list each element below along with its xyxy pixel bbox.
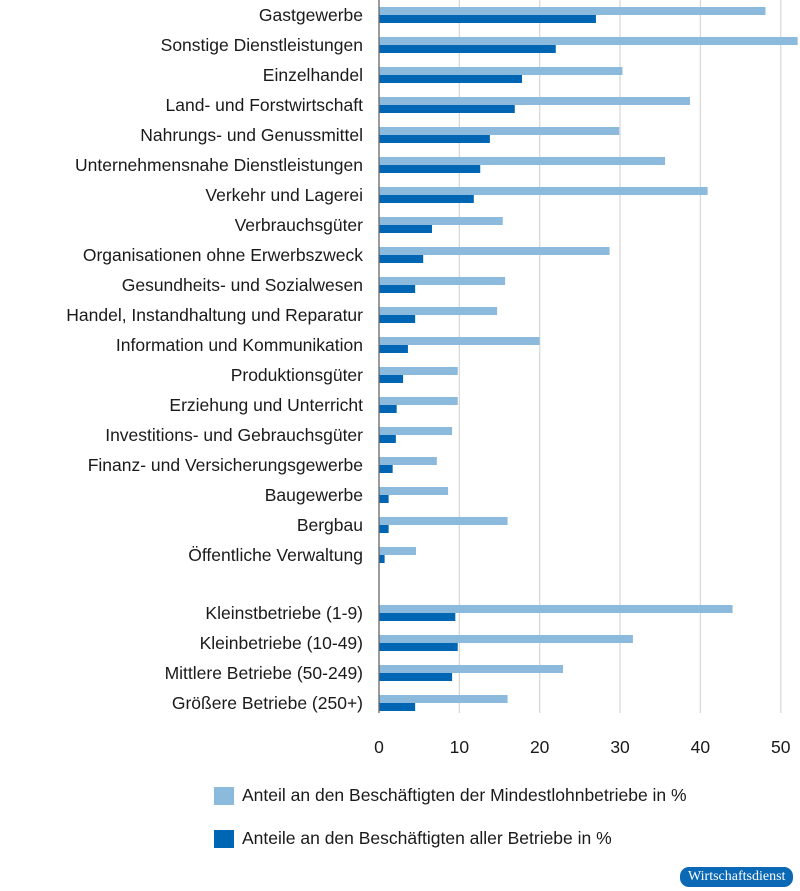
category-label: Kleinbetriebe (10-49) (200, 633, 363, 653)
bar-mindestlohnbetriebe (379, 127, 620, 135)
category-label: Öffentliche Verwaltung (188, 545, 363, 565)
category-label: Kleinstbetriebe (1-9) (205, 603, 363, 623)
x-tick-label: 10 (450, 737, 470, 757)
bar-mindestlohnbetriebe (379, 217, 503, 225)
legend-swatch-light (214, 786, 234, 805)
bar-mindestlohnbetriebe (379, 157, 666, 165)
bar-mindestlohnbetriebe (379, 7, 766, 15)
category-label: Handel, Instandhaltung und Reparatur (66, 305, 363, 325)
bar-alle-betriebe (379, 105, 515, 113)
x-tick-label: 50 (771, 737, 791, 757)
category-label: Information und Kommunikation (116, 335, 363, 355)
bar-mindestlohnbetriebe (379, 695, 508, 703)
x-tick-label: 0 (374, 737, 384, 757)
legend-item-mindestlohnbetriebe: Anteil an den Beschäftigten der Mindestl… (214, 785, 687, 806)
legend-label: Anteile an den Beschäftigten aller Betri… (242, 828, 612, 848)
bar-alle-betriebe (379, 285, 416, 293)
category-label: Sonstige Dienstleistungen (161, 35, 363, 55)
category-label: Organisationen ohne Erwerbszweck (83, 245, 363, 265)
bar-mindestlohnbetriebe (379, 427, 453, 435)
category-label: Verbrauchsgüter (235, 215, 364, 235)
category-label: Mittlere Betriebe (50-249) (165, 663, 363, 683)
bar-mindestlohnbetriebe (379, 665, 564, 673)
bar-alle-betriebe (379, 345, 408, 353)
category-label: Unternehmensnahe Dienstleistungen (75, 155, 363, 175)
x-tick-label: 40 (691, 737, 711, 757)
bar-alle-betriebe (379, 195, 474, 203)
bar-alle-betriebe (379, 703, 416, 711)
bar-alle-betriebe (379, 135, 490, 143)
category-label: Einzelhandel (263, 65, 363, 85)
bar-mindestlohnbetriebe (379, 187, 708, 195)
bar-alle-betriebe (379, 45, 556, 53)
source-badge: Wirtschaftsdienst (680, 867, 794, 887)
category-label: Gesundheits- und Sozialwesen (122, 275, 363, 295)
category-label: Produktionsgüter (231, 365, 363, 385)
bar-alle-betriebe (379, 75, 523, 83)
bar-alle-betriebe (379, 673, 453, 681)
category-label: Land- und Forstwirtschaft (166, 95, 364, 115)
category-label: Finanz- und Versicherungsgewerbe (88, 455, 363, 475)
bar-mindestlohnbetriebe (379, 337, 540, 345)
bar-alle-betriebe (379, 225, 433, 233)
legend-item-alle-betriebe: Anteile an den Beschäftigten aller Betri… (214, 828, 612, 849)
category-label: Erziehung und Unterricht (169, 395, 363, 415)
bar-alle-betriebe (379, 255, 424, 263)
bar-alle-betriebe (379, 15, 596, 23)
bar-mindestlohnbetriebe (379, 487, 449, 495)
category-label: Verkehr und Lagerei (205, 185, 363, 205)
bar-mindestlohnbetriebe (379, 457, 437, 465)
legend-swatch-dark (214, 829, 234, 848)
bar-alle-betriebe (379, 525, 389, 533)
bar-alle-betriebe (379, 435, 396, 443)
x-tick-label: 30 (610, 737, 630, 757)
bar-alle-betriebe (379, 315, 416, 323)
category-label: Größere Betriebe (250+) (172, 693, 363, 713)
category-label: Baugewerbe (265, 485, 363, 505)
bar-mindestlohnbetriebe (379, 97, 690, 105)
bar-mindestlohnbetriebe (379, 605, 733, 613)
bar-mindestlohnbetriebe (379, 277, 506, 285)
bar-mindestlohnbetriebe (379, 247, 610, 255)
bar-mindestlohnbetriebe (379, 67, 623, 75)
bar-alle-betriebe (379, 375, 404, 383)
bar-alle-betriebe (379, 555, 385, 563)
bar-alle-betriebe (379, 495, 389, 503)
bar-mindestlohnbetriebe (379, 307, 498, 315)
category-label: Nahrungs- und Genussmittel (140, 125, 363, 145)
bar-alle-betriebe (379, 613, 456, 621)
bar-mindestlohnbetriebe (379, 367, 458, 375)
bar-mindestlohnbetriebe (379, 635, 633, 643)
bar-alle-betriebe (379, 405, 397, 413)
bar-alle-betriebe (379, 165, 481, 173)
category-label: Investitions- und Gebrauchsgüter (105, 425, 363, 445)
bar-mindestlohnbetriebe (379, 37, 798, 45)
bar-mindestlohnbetriebe (379, 517, 508, 525)
category-label: Gastgewerbe (259, 5, 363, 25)
x-tick-label: 20 (530, 737, 550, 757)
bar-mindestlohnbetriebe (379, 547, 416, 555)
bar-alle-betriebe (379, 465, 393, 473)
category-label: Bergbau (297, 515, 363, 535)
legend-label: Anteil an den Beschäftigten der Mindestl… (242, 785, 687, 805)
bar-alle-betriebe (379, 643, 458, 651)
bar-mindestlohnbetriebe (379, 397, 458, 405)
